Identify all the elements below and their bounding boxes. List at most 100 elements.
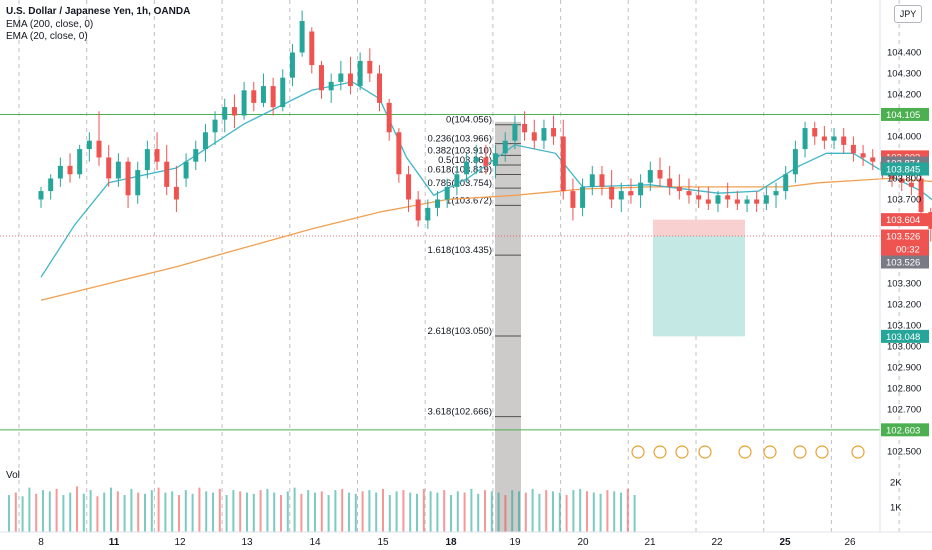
candle-body xyxy=(589,174,595,187)
candle-body xyxy=(773,191,779,196)
candle-body xyxy=(667,178,673,187)
y-tick-label: 104.000 xyxy=(887,131,921,142)
volume-bar xyxy=(470,488,473,532)
x-tick-label: 21 xyxy=(644,537,656,548)
volume-bar xyxy=(123,495,126,532)
price-tag-bg xyxy=(881,107,929,121)
candle-body xyxy=(618,191,624,200)
last-price-gray-label: 103.526 xyxy=(886,258,920,269)
symbol-title: U.S. Dollar / Japanese Yen, 1h, OANDA xyxy=(6,6,191,17)
volume-bar xyxy=(82,493,85,532)
candle-body xyxy=(318,65,324,91)
candle-body xyxy=(396,132,402,175)
y-tick-label: 104.300 xyxy=(887,68,921,79)
candle-body xyxy=(483,157,489,166)
price-tag-bg xyxy=(881,229,929,243)
candle-body xyxy=(763,195,769,204)
volume-bar xyxy=(395,491,398,532)
volume-bar xyxy=(55,488,58,532)
volume-bar xyxy=(273,492,276,532)
volume-bar xyxy=(21,496,24,532)
candle-body xyxy=(841,136,847,145)
volume-bar xyxy=(130,488,133,532)
volume-bar xyxy=(620,492,622,532)
volume-bar xyxy=(586,491,588,532)
candle-body xyxy=(338,73,344,82)
volume-bar xyxy=(144,493,146,532)
fib-level-label: 0.618(103.819) xyxy=(428,164,492,175)
candle-body xyxy=(154,149,160,162)
volume-bar xyxy=(368,490,371,532)
price-tag-label: 103.604 xyxy=(886,215,920,226)
volume-bar xyxy=(76,486,78,532)
fib-range-band xyxy=(495,121,521,532)
candle-body xyxy=(918,178,924,213)
candle-body xyxy=(425,207,431,221)
volume-bar xyxy=(198,487,201,532)
volume-bar xyxy=(164,492,167,532)
volume-bar xyxy=(375,492,378,532)
ema200-legend: EMA (200, close, 0) xyxy=(6,18,94,30)
fib-level-label: 0(104.056) xyxy=(446,115,492,126)
volume-bar xyxy=(69,492,72,532)
volume-bar xyxy=(477,493,480,532)
candle-body xyxy=(599,174,605,187)
volume-bar xyxy=(348,492,350,532)
fib-level-label: 3.618(102.666) xyxy=(428,407,492,418)
candle-body xyxy=(870,157,876,162)
candle-body xyxy=(541,128,547,141)
candle-body xyxy=(454,174,460,187)
candle-body xyxy=(125,161,131,196)
volume-bar xyxy=(361,491,364,532)
economic-event-icon xyxy=(763,445,777,459)
candle-body xyxy=(705,199,711,204)
volume-bar xyxy=(504,495,507,532)
volume-bar xyxy=(416,493,418,532)
y-tick-label: 103.000 xyxy=(887,341,921,352)
price-tag-label: 103.845 xyxy=(886,165,920,176)
x-tick-label: 19 xyxy=(509,537,521,548)
candle-body xyxy=(193,149,199,162)
volume-bar xyxy=(300,493,303,532)
volume-bar xyxy=(48,491,51,532)
y-tick-label: 103.100 xyxy=(887,320,921,331)
volume-bar xyxy=(205,491,208,532)
candle-body xyxy=(406,174,412,200)
y-tick-label: 104.200 xyxy=(887,89,921,100)
candle-body xyxy=(367,60,373,74)
economic-event-icon xyxy=(698,445,712,459)
candle-body xyxy=(802,128,808,150)
candle-body xyxy=(734,199,740,204)
volume-bar xyxy=(232,490,235,532)
currency-button[interactable]: JPY xyxy=(894,5,922,23)
candle-body xyxy=(280,77,286,108)
candle-body xyxy=(38,191,44,200)
chart-legend: U.S. Dollar / Japanese Yen, 1h, OANDA EM… xyxy=(6,6,190,44)
price-tag-label: 104.105 xyxy=(886,110,920,121)
volume-bar xyxy=(212,492,214,532)
volume-bar xyxy=(538,493,541,532)
volume-bar xyxy=(511,490,514,532)
volume-bar xyxy=(28,487,31,532)
candle-body xyxy=(812,128,818,137)
volume-bar xyxy=(42,490,44,532)
candle-body xyxy=(309,31,315,66)
volume-bar xyxy=(239,491,242,532)
fib-level-label: 1.618(103.435) xyxy=(428,245,492,256)
x-tick-label: 8 xyxy=(38,537,44,548)
volume-bar xyxy=(110,487,112,532)
volume-bar xyxy=(184,490,187,532)
volume-tick-label: 2K xyxy=(890,478,902,489)
economic-event-icon xyxy=(815,445,829,459)
price-tag-label: 103.526 xyxy=(886,232,920,243)
candle-body xyxy=(715,195,721,204)
candle-body xyxy=(77,149,83,175)
candle-body xyxy=(328,81,334,91)
volume-bar xyxy=(531,488,534,532)
fib-level-label: 0.236(103.966) xyxy=(428,134,492,145)
candle-body xyxy=(115,161,121,179)
volume-bar xyxy=(191,493,194,532)
candle-body xyxy=(696,195,702,200)
volume-bar xyxy=(178,495,180,532)
